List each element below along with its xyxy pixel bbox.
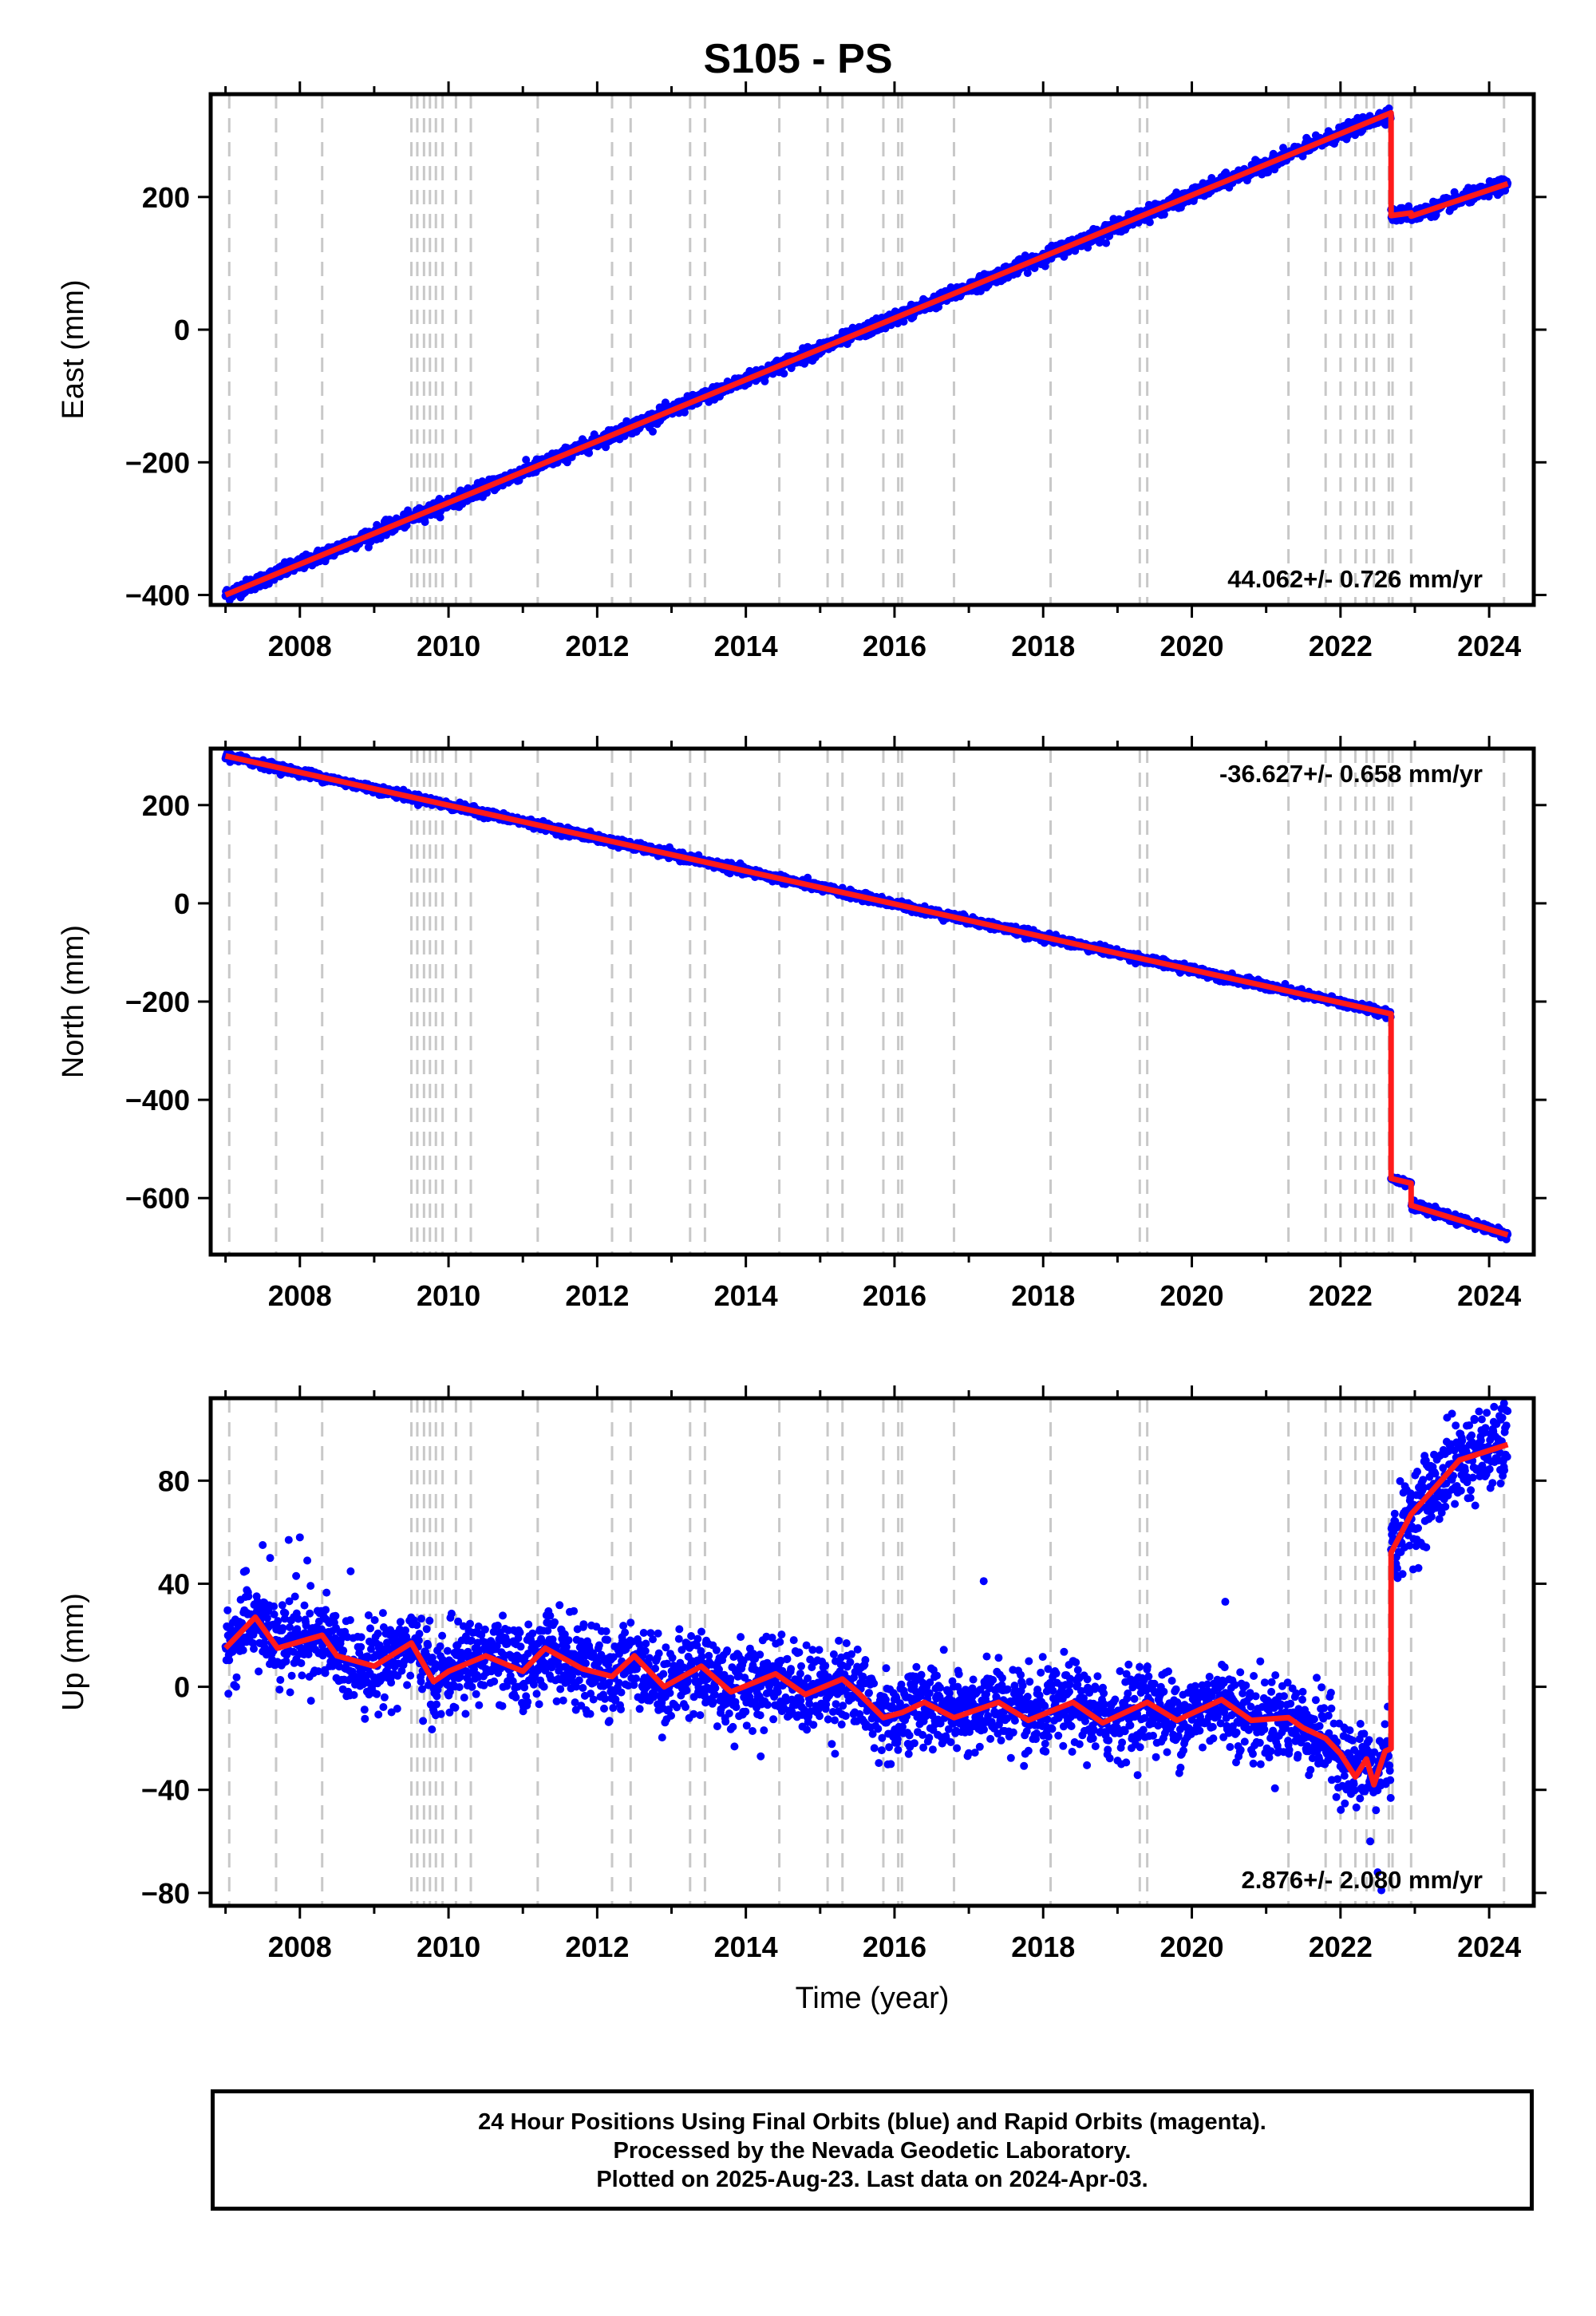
y-tick-label: 0 [174, 314, 190, 346]
data-point [1381, 121, 1390, 129]
east-rate-label: 44.062+/- 0.726 mm/yr [1227, 565, 1483, 593]
y-tick-label: −400 [125, 579, 190, 612]
data-point [436, 513, 444, 522]
y-tick-label: 200 [142, 181, 190, 214]
east-fit-line [224, 109, 1509, 598]
x-tick-label: 2010 [417, 630, 480, 662]
east-points [221, 104, 1512, 604]
x-tick-label: 2012 [565, 630, 629, 662]
y-tick-label: −200 [125, 446, 190, 479]
data-point [1145, 218, 1154, 227]
data-point [899, 318, 908, 326]
north-panel: 2008 2010 2012 2014 2016 2018 2020 2022 2024−600… [57, 736, 1547, 1312]
data-point [804, 873, 812, 882]
x-tick-label: 2014 [714, 630, 778, 662]
x-tick-label: 2018 [1011, 630, 1075, 662]
east-panel: 2008 2010 2012 2014 2016 2018 2020 2022 2024 −400… [57, 81, 1547, 662]
east-plot-frame [208, 92, 1536, 607]
data-point [649, 427, 657, 436]
data-point [483, 488, 491, 497]
data-point [780, 370, 788, 378]
x-tick-label: 2008 [268, 630, 332, 662]
data-point [421, 518, 429, 527]
data-point [585, 449, 594, 457]
east-y-axis-label: East (mm) [57, 279, 90, 419]
data-point [1159, 210, 1168, 219]
x-tick-label: 2024 [1457, 630, 1521, 662]
x-tick-label: 2016 [863, 630, 926, 662]
x-tick-label: 2020 [1159, 630, 1223, 662]
x-tick-label: 2022 [1309, 630, 1373, 662]
data-point [1102, 239, 1111, 247]
chart-title: S105 - PS [703, 36, 893, 82]
data-point [1023, 269, 1032, 278]
